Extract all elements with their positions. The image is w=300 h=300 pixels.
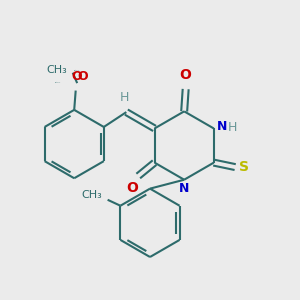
Text: methoxy: methoxy bbox=[55, 82, 61, 83]
Text: O: O bbox=[72, 70, 83, 83]
Text: N: N bbox=[217, 120, 228, 133]
Text: O: O bbox=[180, 68, 192, 82]
Text: O: O bbox=[126, 182, 138, 195]
Text: N: N bbox=[179, 182, 189, 195]
Text: H: H bbox=[120, 91, 130, 104]
Text: CH₃: CH₃ bbox=[81, 190, 102, 200]
Text: H: H bbox=[228, 121, 237, 134]
Text: O: O bbox=[77, 70, 88, 83]
Text: methoxy: methoxy bbox=[74, 70, 80, 71]
Text: CH₃: CH₃ bbox=[46, 65, 67, 75]
Text: S: S bbox=[238, 160, 248, 174]
